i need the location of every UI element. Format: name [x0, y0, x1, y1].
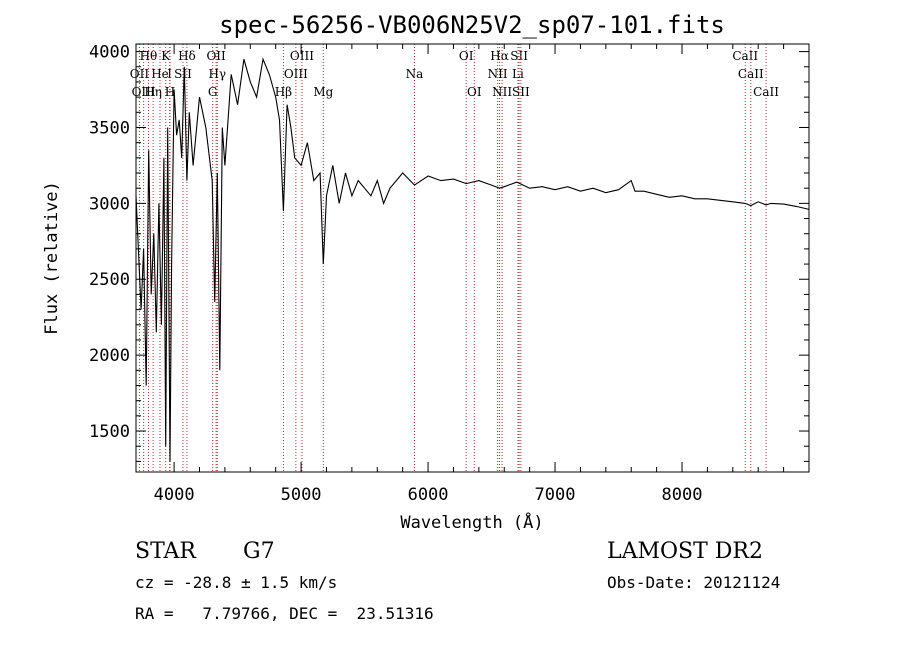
marker-label-26: NII: [492, 85, 512, 99]
y-tick-label-4: 3500: [89, 118, 130, 138]
marker-label-10: He: [151, 67, 169, 81]
marker-label-4: OIII: [290, 49, 314, 63]
marker-label-15: Na: [406, 67, 424, 81]
marker-label-7: SII: [510, 49, 528, 63]
marker-label-23: Hβ: [275, 85, 292, 99]
marker-label-8: CaII: [732, 49, 758, 63]
marker-label-27: SII: [512, 85, 530, 99]
marker-label-5: OI: [459, 49, 474, 63]
marker-label-20: Hη: [144, 85, 162, 99]
line-markers: HθKHδOIIOIIIOIHαSIICaIIOIIHeISIIHγOIIINa…: [130, 44, 779, 472]
axis-ticks: 4000 5000 6000 7000 8000 1500 2000 2500 3000 3500…: [89, 43, 809, 505]
chart-title: spec-56256-VB006N25V2_sp07-101.fits: [219, 11, 725, 39]
redshift-text: cz = -28.8 ± 1.5 km/s: [135, 573, 337, 592]
y-axis-label: Flux (relative): [42, 181, 62, 335]
x-tick-label-2: 6000: [408, 485, 449, 505]
x-tick-label-3: 7000: [535, 485, 576, 505]
marker-label-6: Hα: [490, 49, 509, 63]
x-tick-label-4: 8000: [662, 485, 703, 505]
marker-label-22: G: [208, 85, 218, 99]
marker-label-25: OI: [467, 85, 482, 99]
marker-label-21: H: [165, 85, 175, 99]
object-class: STAR: [135, 539, 197, 564]
ra-dec-text: RA = 7.79766, DEC = 23.51316: [135, 604, 434, 623]
marker-label-19: OIII: [132, 85, 156, 99]
marker-label-3: OII: [206, 49, 226, 63]
marker-label-12: SII: [174, 67, 192, 81]
x-axis-label: Wavelength (Å): [400, 511, 543, 533]
marker-label-2: Hδ: [178, 49, 196, 63]
survey-name: LAMOST DR2: [607, 539, 763, 564]
marker-label-24: Mg: [313, 85, 333, 99]
marker-label-1: K: [161, 49, 171, 63]
y-tick-label-5: 4000: [89, 43, 130, 63]
y-tick-label-0: 1500: [89, 422, 130, 442]
marker-label-28: CaII: [753, 85, 779, 99]
y-tick-label-1: 2000: [89, 346, 130, 366]
marker-label-9: OII: [130, 67, 150, 81]
y-tick-label-3: 3000: [89, 194, 130, 214]
marker-label-14: OIII: [284, 67, 308, 81]
spectrum-line: [135, 57, 810, 462]
marker-label-13: Hγ: [208, 67, 226, 81]
marker-label-18: CaII: [738, 67, 764, 81]
x-tick-label-1: 5000: [281, 485, 322, 505]
object-subclass: G7: [243, 539, 275, 564]
marker-label-16: NII: [488, 67, 508, 81]
x-tick-label-0: 4000: [154, 485, 195, 505]
y-tick-label-2: 2500: [89, 270, 130, 290]
plot-frame: [135, 43, 810, 473]
obs-date-text: Obs-Date: 20121124: [607, 573, 780, 592]
marker-label-17: Li: [512, 67, 524, 81]
